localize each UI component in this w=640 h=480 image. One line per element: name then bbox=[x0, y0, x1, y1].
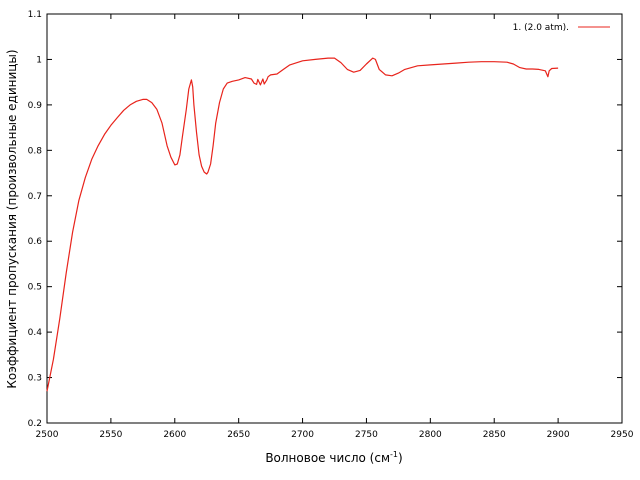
y-tick-label: 1.1 bbox=[28, 10, 42, 20]
x-tick-label: 2600 bbox=[163, 430, 186, 440]
y-tick-label: 0.6 bbox=[28, 237, 43, 247]
x-axis-ticks bbox=[46, 14, 623, 423]
x-axis-title-suffix: ) bbox=[398, 451, 403, 465]
y-tick-label: 0.7 bbox=[28, 192, 42, 202]
y-tick-label: 0.2 bbox=[28, 419, 42, 429]
x-axis-title: Волновое число (см-1) bbox=[265, 450, 402, 465]
plot-frame bbox=[46, 13, 623, 424]
x-axis-tick-labels: 2500 2550 2600 2650 2700 2750 2800 2850 2900 2950 bbox=[36, 430, 634, 440]
legend-label: 1. (2.0 atm). bbox=[513, 23, 569, 33]
x-tick-label: 2900 bbox=[547, 430, 570, 440]
series-line bbox=[46, 57, 559, 392]
x-tick-label: 2700 bbox=[291, 430, 314, 440]
y-tick-label: 0.9 bbox=[28, 101, 43, 111]
x-tick-label: 2500 bbox=[36, 430, 59, 440]
y-tick-label: 0.8 bbox=[28, 146, 43, 156]
x-tick-label: 2800 bbox=[419, 430, 442, 440]
y-axis-ticks bbox=[47, 13, 622, 424]
y-tick-label: 1 bbox=[36, 55, 42, 65]
x-axis-title-superscript: -1 bbox=[390, 450, 398, 459]
legend: 1. (2.0 atm). bbox=[513, 23, 610, 33]
y-tick-label: 0.3 bbox=[28, 374, 42, 384]
y-tick-label: 0.5 bbox=[28, 283, 42, 293]
y-axis-tick-labels: 0.2 0.3 0.4 0.5 0.6 0.7 0.8 0.9 1 1.1 bbox=[28, 10, 43, 429]
series-layer bbox=[46, 57, 559, 392]
y-tick-label: 0.4 bbox=[28, 328, 43, 338]
x-tick-label: 2950 bbox=[611, 430, 634, 440]
x-tick-label: 2750 bbox=[355, 430, 378, 440]
y-axis-title: Коэффициент пропускания (произвольные ед… bbox=[5, 49, 19, 388]
x-tick-label: 2650 bbox=[227, 430, 250, 440]
x-tick-label: 2850 bbox=[483, 430, 506, 440]
x-axis-title-main: Волновое число (см bbox=[265, 451, 390, 465]
x-tick-label: 2550 bbox=[99, 430, 122, 440]
